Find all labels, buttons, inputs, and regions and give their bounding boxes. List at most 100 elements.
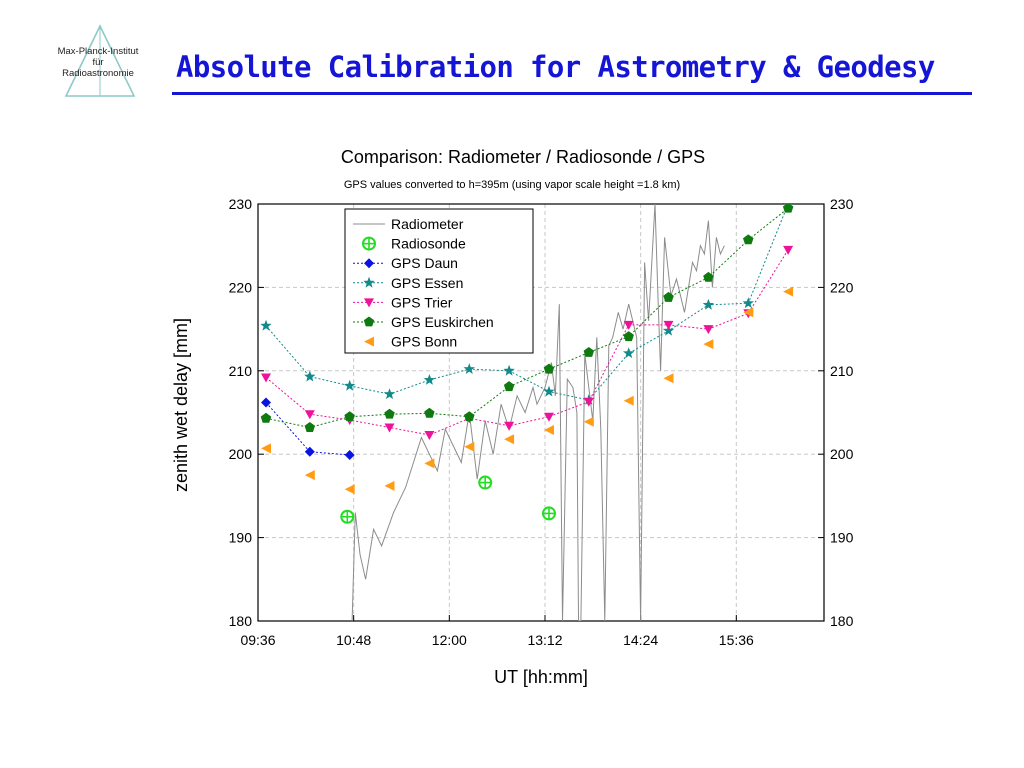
series-radiosonde-point-0 <box>340 509 355 524</box>
logo-line-1: Max-Planck-Institut <box>57 46 139 57</box>
legend-radiometer-label: Radiometer <box>391 216 464 232</box>
series-gps-euskirchen-point-4 <box>424 407 435 418</box>
series-gps-essen-point-0 <box>260 319 272 331</box>
series-layer <box>260 204 794 621</box>
series-gps-bonn-point-12 <box>743 307 754 318</box>
legend-gps-daun-label: GPS Daun <box>391 255 458 271</box>
logo-line-2: für <box>92 57 104 68</box>
plot-area: 180 190 200 210 220 230 180 190 200 210 220 230 09:3… <box>229 196 854 648</box>
right-y-tick-label-190: 190 <box>830 530 854 546</box>
legend-gps-daun-swatch <box>364 258 374 269</box>
series-gps-essen-point-7 <box>543 385 555 397</box>
legend-radiosonde-swatch <box>362 236 376 251</box>
y-tick-label-210: 210 <box>229 363 253 379</box>
series-gps-trier-point-13 <box>783 245 794 255</box>
series-gps-essen-line <box>265 204 789 401</box>
series-gps-trier-point-0 <box>261 373 271 383</box>
legend-gps-euskirchen-label: GPS Euskirchen <box>391 314 494 330</box>
series-gps-bonn-point-7 <box>544 425 554 435</box>
series-gps-euskirchen-point-8 <box>583 347 595 357</box>
series-gps-euskirchen-point-10 <box>663 291 674 302</box>
series-gps-trier-point-1 <box>304 410 315 420</box>
series-gps-euskirchen-point-12 <box>743 234 754 245</box>
series-gps-trier-point-8 <box>583 397 594 407</box>
series-gps-trier-point-7 <box>544 412 554 422</box>
series-gps-euskirchen-point-3 <box>384 408 395 419</box>
series-gps-essen-point-1 <box>304 370 316 382</box>
series-gps-trier-point-4 <box>424 431 435 440</box>
series-gps-trier-point-9 <box>623 320 634 330</box>
series-gps-essen-point-12 <box>742 297 754 309</box>
logo-text: Max-Planck-Institut für Radioastronomie <box>30 46 166 79</box>
series-gps-euskirchen-point-13 <box>782 204 794 213</box>
legend-gps-euskirchen-swatch <box>363 316 375 327</box>
series-gps-essen-point-11 <box>702 298 715 310</box>
series-gps-bonn-point-8 <box>583 416 594 427</box>
x-axis-label: UT [hh:mm] <box>494 667 588 687</box>
series-gps-euskirchen-point-5 <box>464 411 475 422</box>
series-gps-euskirchen-point-7 <box>543 363 555 374</box>
y-tick-label-200: 200 <box>229 446 253 462</box>
series-gps-essen-point-6 <box>503 364 515 376</box>
legend-gps-trier-swatch <box>364 298 374 308</box>
legend-radiosonde-label: Radiosonde <box>391 236 466 252</box>
x-tick-label-3: 13:12 <box>527 632 562 648</box>
series-gps-trier-point-11 <box>703 325 714 335</box>
series-radiosonde-point-2 <box>541 506 556 521</box>
title-underline <box>172 92 972 95</box>
series-gps-euskirchen-point-11 <box>703 271 714 282</box>
y-tick-label-230: 230 <box>229 196 253 212</box>
slide-title: Absolute Calibration for Astrometry & Ge… <box>176 50 935 84</box>
x-tick-label-4: 14:24 <box>623 632 658 648</box>
legend-gps-bonn-swatch <box>364 336 374 347</box>
series-gps-bonn-point-13 <box>783 286 794 297</box>
legend-gps-essen-swatch <box>363 276 375 288</box>
legend-gps-essen-label: GPS Essen <box>391 275 463 291</box>
series-gps-daun-point-2 <box>344 450 355 460</box>
series-gps-euskirchen-point-2 <box>344 411 355 422</box>
right-y-tick-label-230: 230 <box>830 196 854 212</box>
logo-line-3: Radioastronomie <box>62 68 134 79</box>
legend-box <box>344 208 534 354</box>
series-gps-essen-point-3 <box>383 388 396 399</box>
y-axis-label: zenith wet delay [mm] <box>171 318 191 492</box>
legend-gps-trier-label: GPS Trier <box>391 294 453 310</box>
series-gps-bonn-point-10 <box>663 373 674 384</box>
x-tick-label-1: 10:48 <box>336 632 371 648</box>
y-tick-label-190: 190 <box>229 530 253 546</box>
institute-logo <box>64 24 136 97</box>
series-gps-euskirchen-point-9 <box>623 331 634 342</box>
legend-gps-bonn-label: GPS Bonn <box>391 334 457 350</box>
series-gps-trier-point-3 <box>384 423 395 433</box>
y-tick-label-180: 180 <box>229 613 253 629</box>
series-radiosonde-point-1 <box>478 475 493 490</box>
series-gps-essen-point-4 <box>423 374 436 385</box>
series-gps-essen-point-10 <box>662 324 675 336</box>
series-gps-trier-point-10 <box>663 320 674 330</box>
chart-title: Comparison: Radiometer / Radiosonde / GP… <box>341 147 705 167</box>
series-gps-euskirchen-line <box>265 207 789 429</box>
x-tick-label-2: 12:00 <box>432 632 467 648</box>
series-gps-euskirchen-point-0 <box>260 412 272 423</box>
right-y-tick-label-200: 200 <box>830 446 854 462</box>
series-gps-daun-point-1 <box>304 446 315 457</box>
series-gps-bonn-point-9 <box>623 395 634 406</box>
series-gps-bonn-point-5 <box>464 441 475 452</box>
x-tick-label-5: 15:36 <box>719 632 754 648</box>
series-gps-bonn-point-1 <box>304 470 315 481</box>
chart-subtitle: GPS values converted to h=395m (using va… <box>344 179 680 191</box>
series-gps-bonn-point-4 <box>424 458 435 469</box>
series-gps-bonn-point-11 <box>703 339 714 350</box>
right-y-tick-label-220: 220 <box>830 279 854 295</box>
series-gps-daun-point-0 <box>261 397 271 408</box>
series-gps-essen-point-9 <box>623 347 635 359</box>
plot-frame <box>257 203 825 622</box>
right-y-tick-label-180: 180 <box>830 613 854 629</box>
right-y-tick-label-210: 210 <box>830 363 854 379</box>
x-tick-label-0: 09:36 <box>240 632 275 648</box>
series-gps-essen-point-2 <box>344 379 356 391</box>
series-gps-bonn-point-0 <box>261 443 271 454</box>
series-gps-trier-line <box>265 249 789 436</box>
series-gps-euskirchen-point-6 <box>503 381 515 392</box>
